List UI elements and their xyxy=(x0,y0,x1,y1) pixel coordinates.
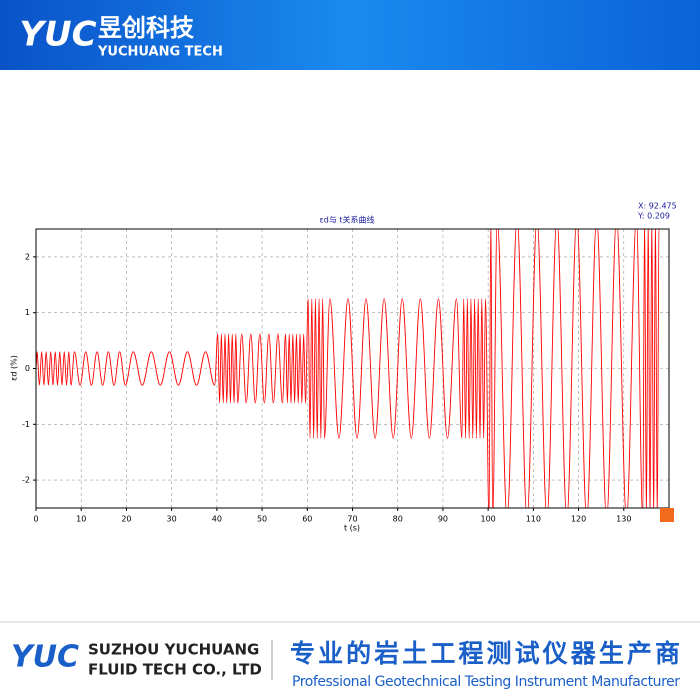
x-axis-label: t (s) xyxy=(344,524,360,533)
footer-slogan-en: Professional Geotechnical Testing Instru… xyxy=(292,674,680,690)
plot: 0 10 20 30 40 50 60 70 80 90 100 110 120 130 -2 -1 0 1 2 xyxy=(22,229,669,524)
x-tick-label: 110 xyxy=(526,515,541,524)
header-brand: 昱创科技 xyxy=(98,14,195,42)
y-tick-label: 2 xyxy=(25,252,30,261)
x-tick-label: 0 xyxy=(33,515,38,524)
header-band xyxy=(0,0,700,70)
cursor-x: X: 92.475 xyxy=(638,202,677,211)
x-tick-label: 80 xyxy=(393,515,403,524)
chart-title: εd与 t关系曲线 xyxy=(319,215,374,225)
plot-frame xyxy=(35,228,670,509)
ime-icon xyxy=(660,508,674,522)
x-tick-label: 120 xyxy=(571,515,586,524)
data-line xyxy=(36,229,660,508)
footer-company-2: FLUID TECH CO., LTD xyxy=(88,661,262,679)
y-tick-label: 1 xyxy=(25,308,30,317)
x-tick-label: 60 xyxy=(302,515,312,524)
x-tick-label: 50 xyxy=(257,515,267,524)
y-tick-label: -2 xyxy=(22,476,30,485)
x-tick-label: 40 xyxy=(212,515,222,524)
x-tick-label: 130 xyxy=(616,515,631,524)
y-axis-label: εd (%) xyxy=(10,355,19,381)
x-tick-label: 30 xyxy=(167,515,177,524)
footer-logo: YUC xyxy=(11,640,79,675)
footer-slogan: 专业的岩土工程测试仪器生产商 xyxy=(290,639,680,668)
header-logo: YUC xyxy=(19,15,96,55)
y-tick-label: 0 xyxy=(25,364,30,373)
cursor-y: Y: 0.209 xyxy=(637,212,670,221)
header-brand-en: YUCHUANG TECH xyxy=(97,45,223,60)
x-tick-label: 70 xyxy=(347,515,357,524)
x-tick-label: 20 xyxy=(121,515,131,524)
y-tick-label: -1 xyxy=(22,420,30,429)
x-tick-label: 90 xyxy=(438,515,448,524)
x-tick-label: 100 xyxy=(481,515,496,524)
x-tick-label: 10 xyxy=(76,515,86,524)
footer-company-1: SUZHOU YUCHUANG xyxy=(88,641,259,659)
